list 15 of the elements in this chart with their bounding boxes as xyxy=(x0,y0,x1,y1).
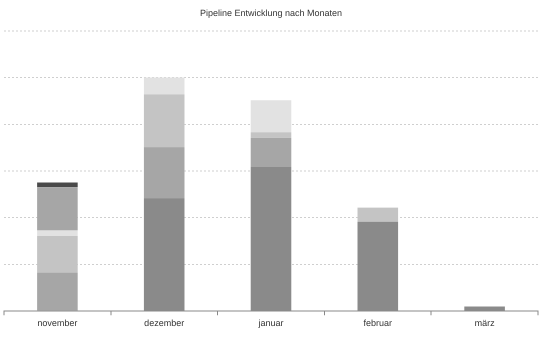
x-tick-label: märz xyxy=(474,318,496,328)
bar xyxy=(250,100,292,132)
bar xyxy=(250,138,292,168)
x-tick-label: januar xyxy=(257,318,284,328)
chart-title: Pipeline Entwicklung nach Monaten xyxy=(200,8,342,18)
bar xyxy=(144,147,184,198)
bar xyxy=(144,78,184,94)
bar xyxy=(37,230,78,236)
bar xyxy=(37,272,78,311)
bar xyxy=(37,182,78,188)
x-tick-label: dezember xyxy=(144,318,184,328)
bar xyxy=(250,132,292,138)
bar xyxy=(37,187,78,230)
x-tick-label: februar xyxy=(364,318,392,328)
x-tick-label: november xyxy=(37,318,78,328)
